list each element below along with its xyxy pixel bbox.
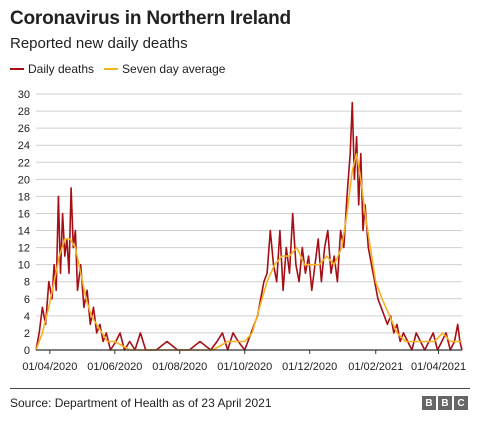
bbc-logo: B B C [420, 396, 468, 410]
logo-letter: B [422, 396, 436, 410]
y-tick-label: 10 [18, 260, 30, 272]
x-tick-label: 01/04/2020 [22, 361, 77, 373]
logo-letter: C [454, 396, 468, 410]
x-tick-label: 01/10/2020 [217, 361, 272, 373]
y-tick-label: 2 [24, 328, 30, 340]
y-tick-label: 20 [18, 174, 30, 186]
x-tick-label: 01/06/2020 [87, 361, 142, 373]
logo-letter: B [438, 396, 452, 410]
y-tick-label: 26 [18, 123, 30, 135]
y-tick-label: 24 [18, 140, 30, 152]
legend-swatch-average [104, 68, 119, 70]
legend-label-daily: Daily deaths [28, 62, 95, 76]
legend-item-average: Seven day average [104, 62, 225, 76]
y-tick-label: 18 [18, 191, 30, 203]
legend-item-daily: Daily deaths [10, 62, 94, 76]
y-tick-label: 22 [18, 157, 30, 169]
y-tick-label: 12 [18, 243, 30, 255]
y-tick-label: 30 [18, 89, 30, 101]
y-tick-label: 14 [18, 226, 30, 238]
chart-title: Coronavirus in Northern Ireland [10, 8, 291, 29]
y-tick-label: 8 [24, 277, 30, 289]
y-tick-label: 16 [18, 208, 30, 220]
legend-label-average: Seven day average [122, 62, 226, 76]
legend: Daily deaths Seven day average [10, 62, 235, 76]
x-tick-label: 01/08/2020 [152, 361, 207, 373]
legend-swatch-daily [10, 68, 24, 70]
footer-divider [10, 388, 470, 389]
y-tick-label: 0 [24, 345, 30, 357]
x-tick-label: 01/12/2020 [282, 361, 337, 373]
y-tick-label: 4 [24, 311, 30, 323]
series-line-average [35, 152, 462, 351]
x-tick-label: 01/04/2021 [411, 361, 466, 373]
chart-subtitle: Reported new daily deaths [10, 35, 188, 52]
y-tick-label: 6 [24, 294, 30, 306]
x-tick-label: 01/02/2021 [348, 361, 403, 373]
y-tick-label: 28 [18, 106, 30, 118]
series-line-daily [35, 101, 463, 351]
source-note: Source: Department of Health as of 23 Ap… [10, 396, 272, 410]
